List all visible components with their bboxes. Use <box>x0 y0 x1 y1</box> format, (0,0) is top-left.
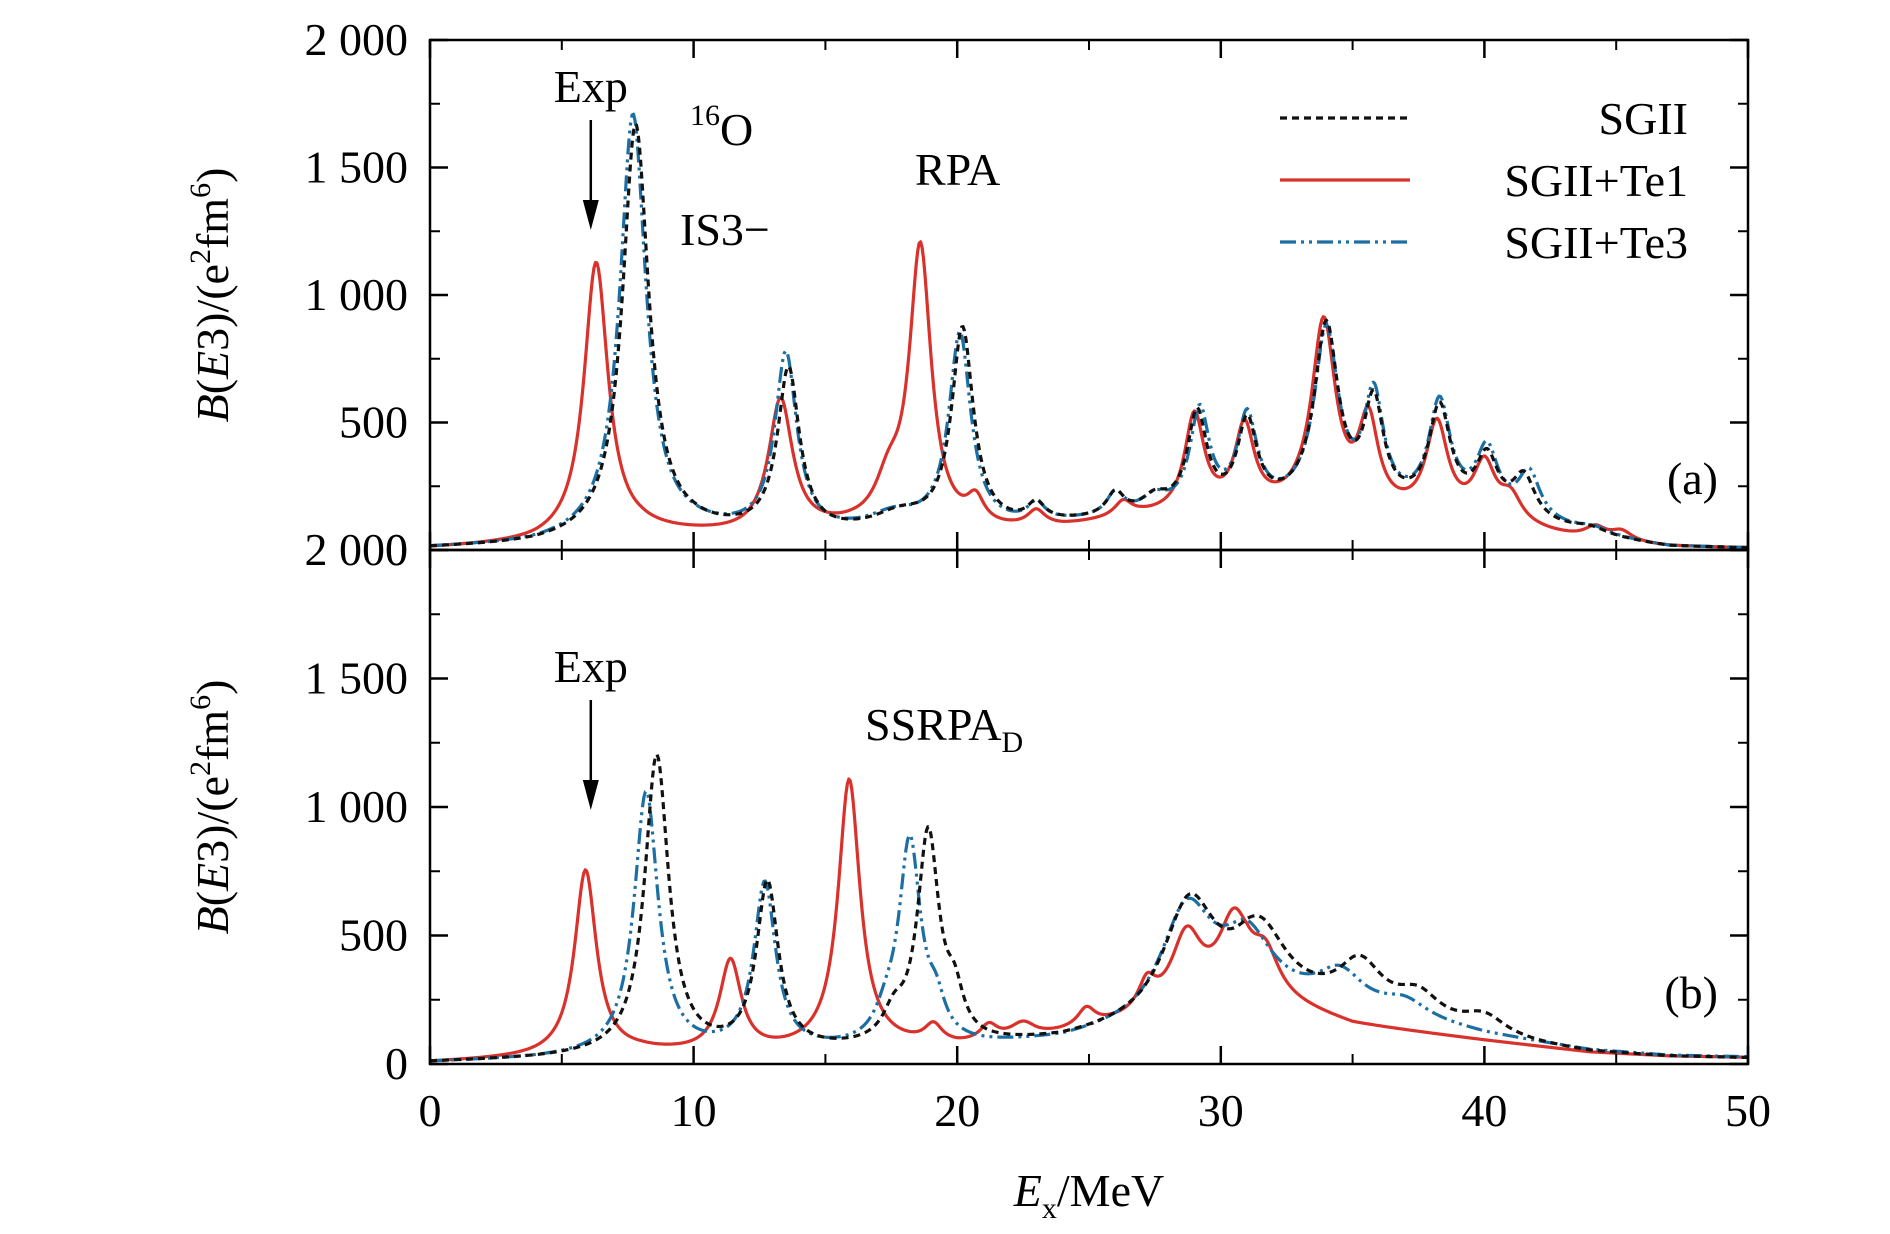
y-tick-label: 0 <box>385 1038 408 1089</box>
y-tick-label: 500 <box>339 910 408 961</box>
x-tick-label: 20 <box>934 1085 980 1136</box>
panel-a: 0 500 1 000 1 500 2 000 B(E3)/(e2fm6) (a) Exp 16… <box>184 14 1750 575</box>
y-tick-label: 1 500 <box>305 142 409 193</box>
x-tick-label: 50 <box>1725 1085 1771 1136</box>
legend: SGII SGII+Te1 SGII+Te3 <box>1280 93 1688 268</box>
y-tick-label: 1 500 <box>305 653 409 704</box>
x-tick-label: 40 <box>1461 1085 1507 1136</box>
exp-label: Exp <box>554 61 628 112</box>
series-line-sgii-te1 <box>429 777 1749 1063</box>
series-line-sgii <box>429 122 1749 550</box>
exp-arrow-head <box>582 780 599 810</box>
legend-label: SGII <box>1599 93 1688 144</box>
y-tick-label: 2 000 <box>305 14 409 65</box>
x-tick-label: 0 <box>419 1085 442 1136</box>
exp-arrow-head <box>582 200 599 230</box>
x-axis-label: Ex/MeV <box>1013 1165 1164 1225</box>
x-tick-label: 10 <box>671 1085 717 1136</box>
y-axis-label: B(E3)/(e2fm6) <box>184 168 238 423</box>
mode-label: IS3− <box>680 204 770 255</box>
series-line-sgii-te1 <box>429 240 1749 550</box>
series-line-sgii-te3 <box>429 112 1749 550</box>
y-tick-label: 1 000 <box>305 269 409 320</box>
method-label: SSRPAD <box>865 699 1023 759</box>
legend-label: SGII+Te1 <box>1504 155 1688 206</box>
y-tick-label: 1 000 <box>305 781 409 832</box>
exp-label: Exp <box>554 641 628 692</box>
y-tick-label: 0 <box>385 524 408 575</box>
method-label: RPA <box>915 144 1000 195</box>
y-axis-label: B(E3)/(e2fm6) <box>184 680 238 935</box>
x-tick-label: 30 <box>1198 1085 1244 1136</box>
panel-label: (a) <box>1667 453 1718 504</box>
nucleus-label: 16O <box>690 99 753 155</box>
legend-label: SGII+Te3 <box>1504 217 1688 268</box>
panel-frame <box>428 38 1750 552</box>
y-tick-label: 2 000 <box>305 524 409 575</box>
panel-label: (b) <box>1664 967 1718 1018</box>
series-line-sgii <box>429 752 1749 1063</box>
series-line-sgii-te3 <box>429 789 1749 1063</box>
y-tick-label: 500 <box>339 397 408 448</box>
panel-frame <box>428 548 1750 1066</box>
